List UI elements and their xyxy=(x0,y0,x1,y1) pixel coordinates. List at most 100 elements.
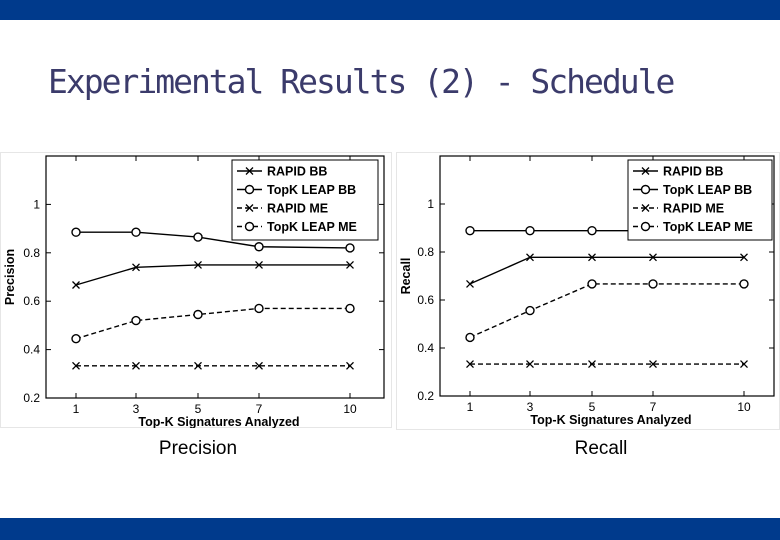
top-accent-bar xyxy=(0,0,780,20)
data-point xyxy=(254,303,264,314)
legend: RAPID BB TopK LEAP BB RAPID ME TopK LEAP ME xyxy=(627,159,773,241)
legend-label: TopK LEAP ME xyxy=(267,220,357,234)
legend-marker xyxy=(245,204,254,212)
data-point xyxy=(71,334,81,344)
data-point xyxy=(345,243,355,253)
data-point xyxy=(131,315,141,326)
x-tick-label: 3 xyxy=(527,400,534,414)
data-point xyxy=(254,242,264,252)
y-tick-label: 0.4 xyxy=(417,341,434,355)
y-tick-label: 0.2 xyxy=(23,391,40,405)
series-rapid-bb xyxy=(466,253,748,288)
x-tick-label: 5 xyxy=(195,402,202,416)
x-tick-label: 7 xyxy=(256,402,263,416)
series-topk-leap-me xyxy=(71,303,355,344)
data-point xyxy=(466,279,474,288)
data-point xyxy=(740,253,748,262)
recall-chart-svg: 0.2 0.4 0.6 0.8 1 1 3 5 7 10 Top-K Signatures Anal… xyxy=(396,152,780,430)
legend-box xyxy=(231,159,379,241)
legend-marker xyxy=(244,184,255,195)
legend-marker xyxy=(245,167,254,175)
data-point xyxy=(132,263,140,272)
x-tick-label: 7 xyxy=(650,400,657,414)
x-tick-label: 1 xyxy=(467,400,474,414)
data-point xyxy=(255,260,263,269)
data-point xyxy=(465,225,475,236)
data-point xyxy=(525,305,535,316)
legend-marker xyxy=(641,204,650,212)
legend-marker xyxy=(640,221,651,232)
data-point xyxy=(740,360,748,369)
legend-marker xyxy=(640,184,651,195)
recall-chart: 0.2 0.4 0.6 0.8 1 1 3 5 7 10 Top-K Signatures Anal… xyxy=(396,152,780,430)
precision-chart: 0.2 0.4 0.6 0.8 1 1 3 5 7 10 Top-K Signatures Anal… xyxy=(0,152,392,429)
data-point xyxy=(71,227,81,237)
data-point xyxy=(465,332,475,343)
precision-chart-svg: 0.2 0.4 0.6 0.8 1 1 3 5 7 10 Top-K Signatures Anal… xyxy=(0,152,392,429)
y-tick-label: 0.6 xyxy=(417,293,434,307)
y-tick-label: 0.8 xyxy=(417,245,434,259)
legend-label: RAPID BB xyxy=(663,165,723,179)
series-topk-leap-bb xyxy=(71,227,355,253)
legend-label: RAPID ME xyxy=(663,202,724,216)
data-point xyxy=(346,260,354,269)
data-point xyxy=(193,309,203,320)
data-point xyxy=(525,225,535,236)
data-point xyxy=(587,279,597,289)
data-point xyxy=(72,361,80,370)
data-point xyxy=(255,361,263,370)
data-point xyxy=(526,360,534,369)
data-point xyxy=(131,227,141,237)
series-topk-leap-me xyxy=(465,279,749,343)
x-tick-label: 10 xyxy=(343,402,357,416)
y-axis-label: Precision xyxy=(3,249,17,305)
x-axis-label: Top-K Signatures Analyzed xyxy=(530,413,691,427)
x-tick-label: 10 xyxy=(737,400,751,414)
data-point xyxy=(72,281,80,289)
series-rapid-bb xyxy=(72,260,354,289)
plot-area xyxy=(439,155,775,397)
legend: RAPID BB TopK LEAP BB RAPID ME TopK LEAP ME xyxy=(231,159,379,241)
y-axis-label: Recall xyxy=(399,258,413,295)
data-point xyxy=(739,279,749,289)
data-point xyxy=(588,360,596,369)
legend-label: TopK LEAP BB xyxy=(267,183,356,197)
recall-caption: Recall xyxy=(574,438,628,459)
legend-label: TopK LEAP ME xyxy=(663,220,753,234)
x-tick-label: 5 xyxy=(589,400,596,414)
series-rapid-me xyxy=(72,361,354,370)
y-tick-label: 0.2 xyxy=(417,389,434,403)
x-tick-label: 3 xyxy=(133,402,140,416)
y-tick-label: 0.8 xyxy=(23,246,40,260)
data-point xyxy=(132,361,140,370)
data-point xyxy=(526,253,534,262)
y-tick-label: 0.6 xyxy=(23,294,40,308)
data-point xyxy=(346,361,354,370)
bottom-accent-bar xyxy=(0,518,780,540)
series-line xyxy=(469,283,744,339)
legend-label: TopK LEAP BB xyxy=(663,183,752,197)
x-tick-label: 1 xyxy=(73,402,80,416)
data-point xyxy=(649,253,657,262)
data-point xyxy=(588,253,596,262)
data-point xyxy=(648,279,658,289)
data-point xyxy=(194,260,202,269)
legend-marker xyxy=(641,167,650,175)
y-tick-label: 1 xyxy=(427,197,434,211)
y-tick-label: 0.4 xyxy=(23,343,40,357)
legend-marker xyxy=(244,221,255,232)
slide-title: Experimental Results (2) - Schedule xyxy=(48,62,675,101)
data-point xyxy=(194,361,202,370)
data-point xyxy=(649,360,657,369)
y-tick-label: 1 xyxy=(33,197,40,211)
series-rapid-me xyxy=(466,360,748,369)
data-point xyxy=(345,303,355,314)
data-point xyxy=(587,225,597,236)
legend-label: RAPID BB xyxy=(267,165,327,179)
plot-area xyxy=(45,155,385,399)
precision-caption: Precision xyxy=(158,438,238,459)
legend-label: RAPID ME xyxy=(267,202,328,216)
data-point xyxy=(193,232,203,242)
data-point xyxy=(466,360,474,369)
x-axis-label: Top-K Signatures Analyzed xyxy=(138,415,299,428)
